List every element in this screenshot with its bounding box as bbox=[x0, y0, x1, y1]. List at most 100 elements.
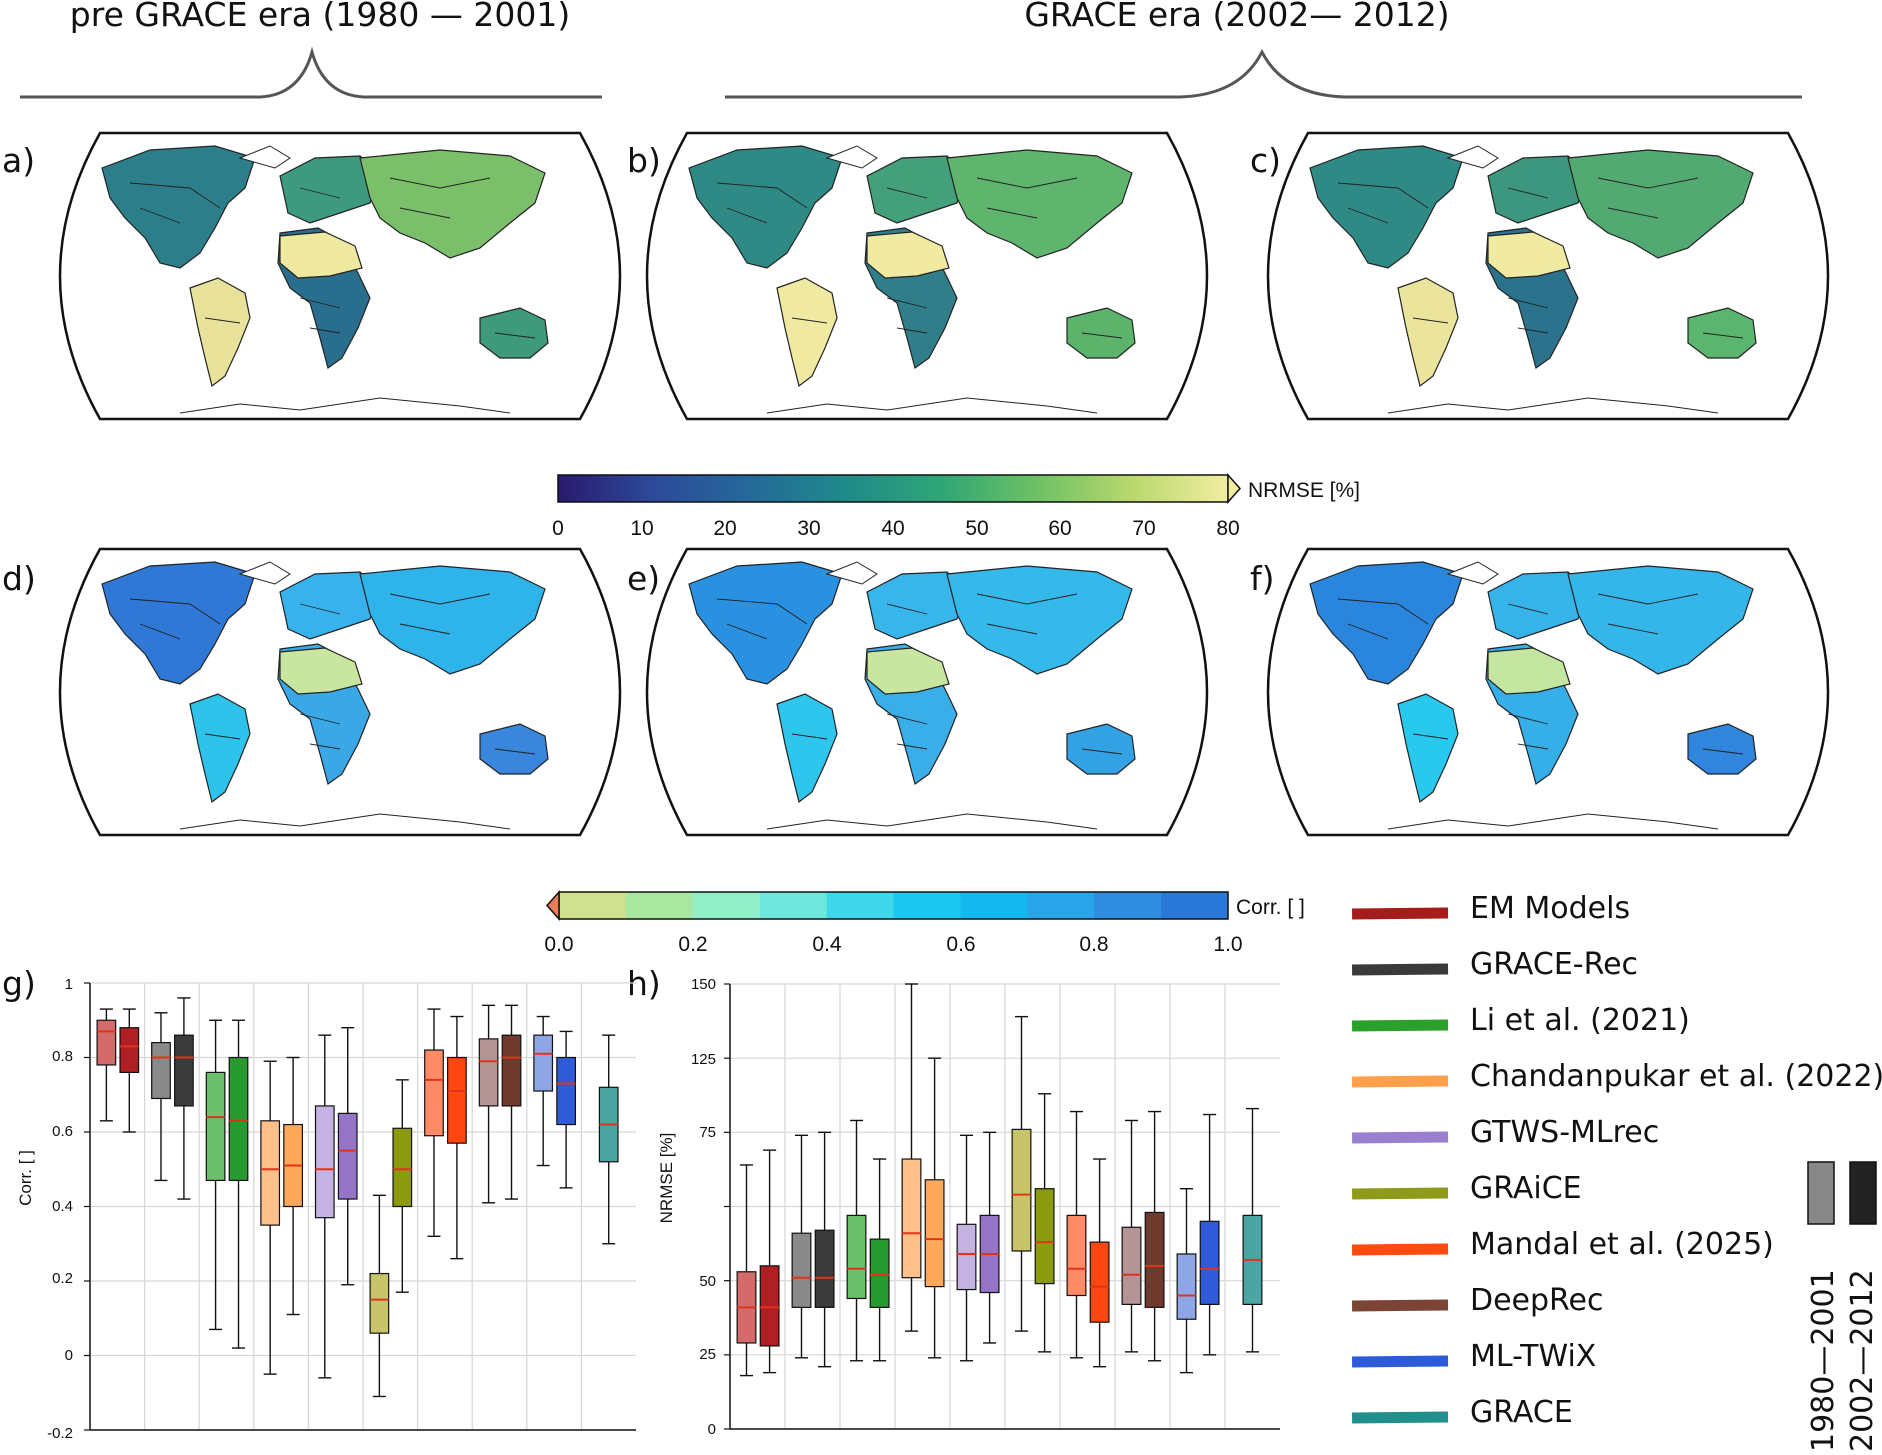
box-graice-pre bbox=[1011, 1015, 1032, 1332]
nrmse-tick: 0 bbox=[552, 517, 564, 540]
legend-period-swatch-1 bbox=[1807, 1161, 1835, 1225]
basin-boundary bbox=[299, 713, 341, 725]
basin-boundary bbox=[1607, 623, 1659, 635]
box-iqr bbox=[478, 1038, 499, 1107]
basin-boundary bbox=[896, 327, 928, 334]
continent-sa bbox=[776, 277, 838, 388]
h-ylabel: NRMSE [%] bbox=[657, 1133, 676, 1224]
box-ml-twix-pre bbox=[1176, 1187, 1197, 1374]
basin-boundary bbox=[791, 733, 828, 740]
basin-boundary bbox=[976, 593, 1078, 605]
box-iqr bbox=[1199, 1220, 1220, 1306]
map-panel-a bbox=[58, 131, 622, 421]
continent-au bbox=[1687, 723, 1757, 775]
box-iqr bbox=[392, 1127, 413, 1208]
basin-boundary bbox=[886, 713, 928, 725]
antarctica-coast bbox=[766, 397, 1098, 414]
continent-na bbox=[1309, 145, 1464, 269]
greenland bbox=[825, 145, 878, 169]
box-grace-grace bbox=[1242, 1107, 1263, 1353]
continent-as bbox=[1567, 149, 1754, 259]
continent-eu bbox=[866, 155, 968, 224]
corr-colorbar-segment bbox=[759, 892, 828, 919]
legend-period-1: 1980—2001 bbox=[1806, 1269, 1841, 1452]
box-mandal-et-al-2025--grace bbox=[1089, 1158, 1110, 1368]
nrmse-colorbar-label: NRMSE [%] bbox=[1248, 479, 1360, 502]
legend-label: EM Models bbox=[1470, 891, 1630, 926]
continent-sa bbox=[1397, 277, 1459, 388]
corr-colorbar-segment bbox=[893, 892, 961, 919]
basin-boundary bbox=[129, 598, 221, 625]
basin-boundary bbox=[1517, 743, 1549, 750]
basin-boundary bbox=[726, 207, 768, 224]
legend bbox=[1352, 907, 1877, 1424]
box-iqr bbox=[447, 1056, 467, 1144]
basin-boundary bbox=[1607, 207, 1659, 219]
corr-colorbar-segment bbox=[1027, 892, 1095, 919]
continent-eu bbox=[279, 571, 381, 640]
continent-au bbox=[1687, 307, 1757, 359]
basin-boundary bbox=[1597, 177, 1699, 189]
box-iqr bbox=[869, 1238, 890, 1308]
basin-boundary bbox=[309, 743, 341, 750]
basin-boundary bbox=[1597, 593, 1699, 605]
basin-boundary bbox=[1702, 748, 1744, 755]
box-grace-grace bbox=[598, 1034, 619, 1245]
continent-sa bbox=[189, 693, 251, 804]
antarctica-coast bbox=[766, 813, 1098, 830]
nrmse-colorbar-body bbox=[557, 474, 1229, 503]
legend-swatch bbox=[1352, 1411, 1449, 1424]
nrmse-colorbar bbox=[557, 473, 1242, 504]
box-iqr bbox=[151, 1041, 171, 1100]
era-title-grace: GRACE era (2002— 2012) bbox=[1024, 0, 1449, 34]
panel-label-f: f) bbox=[1250, 559, 1275, 598]
legend-swatch bbox=[1352, 1131, 1449, 1144]
basin-boundary bbox=[791, 317, 828, 324]
basin-boundary bbox=[1412, 317, 1449, 324]
g-ytick: 0.8 bbox=[52, 1048, 73, 1065]
box-gtws-mlrec-pre bbox=[314, 1034, 335, 1379]
box-iqr bbox=[901, 1158, 922, 1279]
h-ytick: 75 bbox=[699, 1124, 716, 1141]
panel-label-c: c) bbox=[1250, 141, 1281, 180]
basin-boundary bbox=[139, 207, 181, 224]
nrmse-tick: 70 bbox=[1132, 517, 1155, 540]
basin-boundary bbox=[1507, 713, 1549, 725]
box-iqr bbox=[1066, 1214, 1087, 1297]
map-panel-e bbox=[645, 547, 1209, 837]
box-iqr bbox=[1034, 1188, 1055, 1285]
boxplot-nrmse bbox=[724, 983, 1280, 1430]
legend-swatch bbox=[1352, 1187, 1449, 1200]
nrmse-tick: 40 bbox=[881, 517, 904, 540]
continent-as bbox=[359, 149, 546, 259]
antarctica-coast bbox=[179, 397, 511, 414]
box-iqr bbox=[501, 1034, 522, 1107]
box-iqr bbox=[1176, 1253, 1197, 1320]
box-iqr bbox=[314, 1105, 335, 1219]
box-iqr bbox=[1121, 1226, 1142, 1306]
corr-colorbar-segment bbox=[692, 892, 761, 919]
greenland bbox=[238, 561, 291, 585]
basin-boundary bbox=[299, 297, 341, 309]
basin-boundary bbox=[494, 332, 536, 339]
corr-colorbar bbox=[545, 890, 1229, 921]
basin-boundary bbox=[204, 317, 241, 324]
basin-boundary bbox=[716, 182, 808, 209]
corr-tick: 0.8 bbox=[1079, 933, 1108, 956]
basin-boundary bbox=[1347, 623, 1389, 640]
legend-period-2: 2002—2012 bbox=[1845, 1269, 1880, 1452]
box-iqr bbox=[369, 1272, 390, 1334]
box-iqr bbox=[1144, 1211, 1165, 1308]
nrmse-tick: 50 bbox=[965, 517, 988, 540]
box-iqr bbox=[846, 1214, 867, 1300]
continent-na bbox=[101, 561, 256, 685]
legend-label: GRACE-Rec bbox=[1470, 947, 1638, 982]
basin-boundary bbox=[204, 733, 241, 740]
basin-boundary bbox=[1347, 207, 1389, 224]
h-ytick: 50 bbox=[699, 1273, 716, 1290]
basin-boundary bbox=[896, 743, 928, 750]
legend-swatch bbox=[1352, 1355, 1449, 1368]
corr-colorbar-segment bbox=[625, 892, 694, 919]
nrmse-tick: 10 bbox=[630, 517, 653, 540]
boxplot-corr bbox=[84, 982, 636, 1431]
